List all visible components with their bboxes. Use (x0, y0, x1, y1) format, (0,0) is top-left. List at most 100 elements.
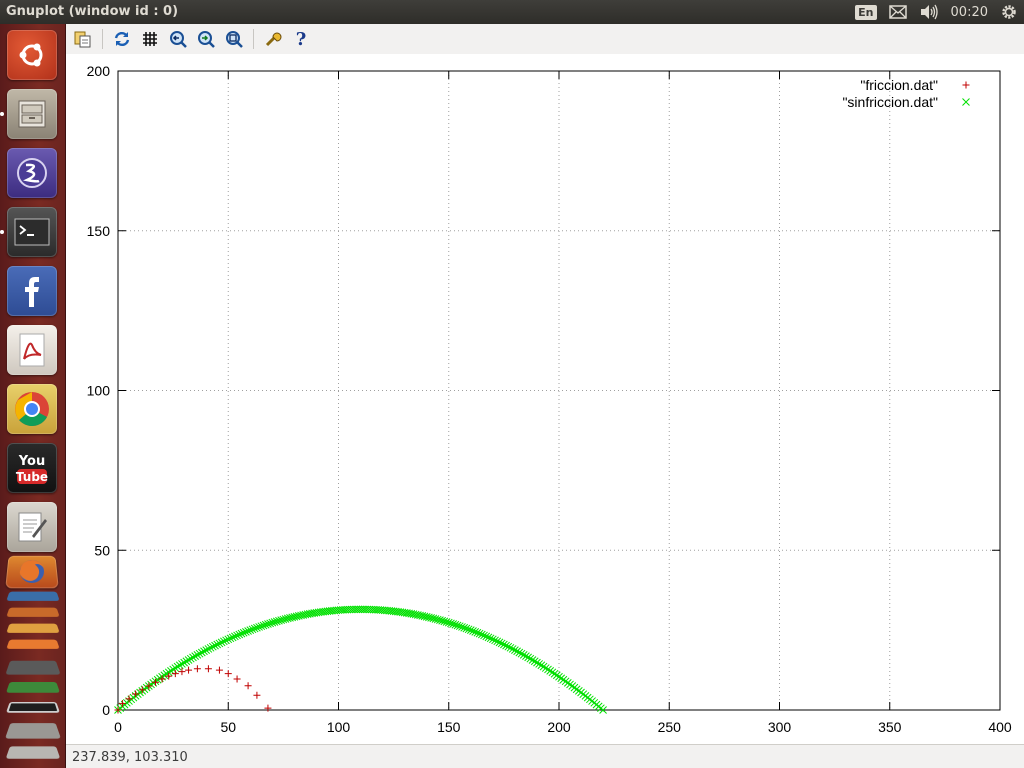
zoom-next-button[interactable] (195, 28, 217, 50)
window-title: Gnuplot (window id : 0) (6, 4, 178, 19)
launcher-terminal[interactable] (7, 207, 57, 257)
toolbar: ? (66, 24, 1024, 54)
legend-label: "friccion.dat" (860, 77, 938, 93)
data-point-plus (225, 670, 232, 677)
data-point-plus (245, 682, 252, 689)
options-button[interactable] (262, 28, 284, 50)
zoom-previous-button[interactable] (167, 28, 189, 50)
launcher-facebook[interactable] (7, 266, 57, 316)
text-editor-icon (16, 510, 48, 544)
launcher-stack-impress[interactable] (6, 608, 59, 617)
keyboard-indicator[interactable]: En (855, 0, 876, 24)
unzoom-button[interactable] (223, 28, 245, 50)
data-point-cross (540, 663, 547, 670)
file-cabinet-icon (16, 99, 48, 129)
x-tick-label: 150 (437, 719, 461, 735)
data-point-plus (126, 695, 133, 702)
running-pip (0, 230, 4, 234)
plot-area[interactable]: 0 50 100 150 200 250 300 350 400 0 50 100 150 200 "fri… (66, 54, 1024, 744)
launcher-pdf-viewer[interactable] (7, 325, 57, 375)
launcher-text-editor[interactable] (7, 502, 57, 552)
launcher-stack-writer[interactable] (6, 592, 59, 601)
launcher-stack-amazon[interactable] (6, 640, 59, 649)
launcher-stack-calc[interactable] (6, 624, 59, 633)
data-point-plus (194, 665, 201, 672)
y-tick-label: 200 (87, 63, 111, 79)
x-tick-label: 200 (547, 719, 571, 735)
mail-icon[interactable] (889, 0, 907, 24)
x-tick-label: 100 (327, 719, 351, 735)
clock-label: 00:20 (951, 5, 988, 20)
legend-label: "sinfriccion.dat" (842, 94, 938, 110)
grid-button[interactable] (139, 28, 161, 50)
chrome-icon (13, 390, 51, 428)
data-point-plus (216, 667, 223, 674)
toolbar-separator (253, 29, 254, 49)
data-point-plus (253, 692, 260, 699)
x-tick-label: 350 (878, 719, 902, 735)
x-tick-label: 0 (114, 719, 122, 735)
data-point-plus (205, 665, 212, 672)
grid-icon (142, 31, 158, 47)
data-point-cross (544, 666, 551, 673)
data-point-plus (234, 676, 241, 683)
emacs-icon (15, 156, 49, 190)
svg-text:You: You (18, 454, 45, 469)
x-tick-label: 50 (220, 719, 236, 735)
replot-button[interactable] (111, 28, 133, 50)
plot-canvas[interactable]: 0 50 100 150 200 250 300 350 400 0 50 100 150 200 "fri… (66, 54, 1024, 744)
zoom-previous-icon (169, 30, 187, 48)
gear-icon[interactable] (1000, 0, 1018, 24)
launcher-stack-settings[interactable] (5, 661, 60, 675)
ubuntu-logo-icon (15, 38, 49, 72)
toolbar-separator (102, 29, 103, 49)
launcher: You Tube (0, 24, 66, 768)
launcher-files[interactable] (7, 89, 57, 139)
y-tick-label: 150 (87, 223, 111, 239)
data-point-plus (963, 82, 970, 89)
help-button[interactable]: ? (290, 28, 312, 50)
y-tick-label: 0 (102, 702, 110, 718)
launcher-stack-extra[interactable] (6, 746, 61, 758)
refresh-icon (113, 30, 131, 48)
terminal-icon (14, 218, 50, 246)
data-point-cross (547, 667, 554, 674)
launcher-ubuntu-dash[interactable] (7, 30, 57, 80)
indicator-area: En 00:20 (855, 0, 1024, 24)
data-point-plus (132, 691, 139, 698)
zoom-next-icon (197, 30, 215, 48)
mouse-coordinates: 237.839, 103.310 (72, 750, 188, 765)
data-point-cross (542, 665, 549, 672)
data-point-plus (185, 667, 192, 674)
launcher-stack-software[interactable] (6, 682, 60, 693)
launcher-youtube[interactable]: You Tube (7, 443, 57, 493)
y-tick-label: 100 (87, 383, 111, 399)
data-point-cross (176, 662, 183, 669)
volume-icon[interactable] (919, 0, 939, 24)
x-tick-label: 400 (988, 719, 1012, 735)
launcher-stack-workspaces[interactable] (6, 702, 60, 713)
copy-to-clipboard-button[interactable] (72, 28, 94, 50)
x-tick-label: 250 (658, 719, 682, 735)
wrench-icon (264, 30, 282, 48)
data-point-cross (551, 670, 558, 677)
data-point-cross (963, 99, 970, 106)
svg-text:Tube: Tube (16, 470, 48, 484)
y-tick-label: 50 (94, 542, 110, 558)
keyboard-layout-label: En (855, 5, 876, 20)
launcher-chrome[interactable] (7, 384, 57, 434)
clock[interactable]: 00:20 (951, 0, 988, 24)
facebook-icon (17, 273, 47, 309)
status-bar: 237.839, 103.310 (66, 744, 1024, 768)
launcher-emacs[interactable] (7, 148, 57, 198)
pdf-icon (17, 333, 47, 367)
launcher-stack-trash[interactable] (5, 723, 61, 738)
running-pip (0, 112, 4, 116)
x-tick-label: 300 (768, 719, 792, 735)
firefox-icon (16, 558, 48, 587)
unzoom-icon (225, 30, 243, 48)
help-icon: ? (296, 29, 307, 50)
data-point-plus (264, 705, 271, 712)
launcher-firefox[interactable] (5, 556, 59, 588)
clipboard-icon (73, 29, 93, 49)
